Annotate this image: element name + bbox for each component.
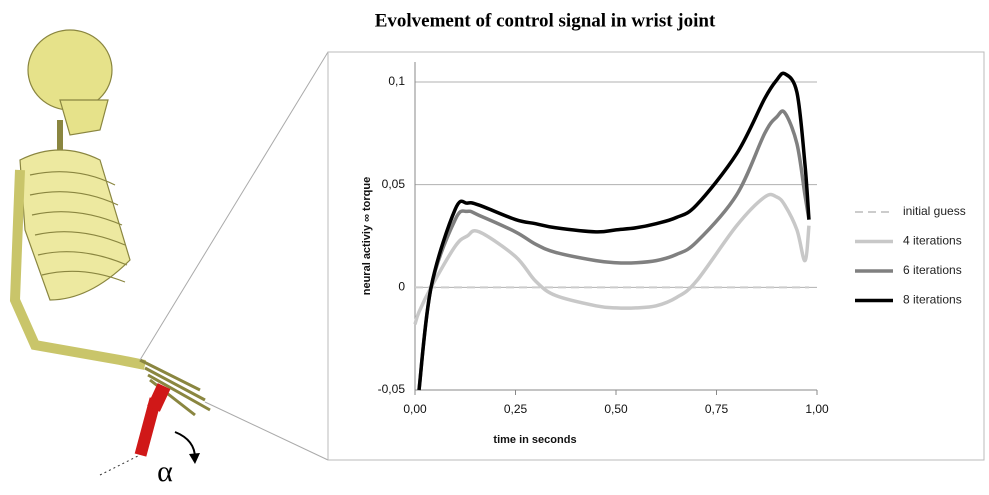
x-tick-label: 1,00 <box>805 402 829 416</box>
y-tick-label: 0 <box>398 280 405 294</box>
legend-label: 4 iterations <box>903 234 962 248</box>
series-line <box>417 109 811 391</box>
zoom-line <box>139 51 329 361</box>
series-line <box>417 71 811 391</box>
x-tick-label: 0,25 <box>504 402 528 416</box>
y-axis-label: neural activiy ∞ torque <box>361 177 373 296</box>
zoom-line <box>204 401 329 461</box>
rod-axis <box>99 454 141 476</box>
legend-label: 6 iterations <box>903 263 962 277</box>
legend-label: 8 iterations <box>903 293 962 307</box>
series-line <box>413 192 811 325</box>
rotation-arrowhead <box>189 453 200 464</box>
y-tick-label: 0,1 <box>388 74 405 88</box>
x-tick-label: 0,50 <box>604 402 628 416</box>
angle-label: α <box>157 455 173 488</box>
chart-frame <box>327 51 985 461</box>
x-tick-label: 0,00 <box>403 402 427 416</box>
x-tick-label: 0,75 <box>705 402 729 416</box>
y-tick-label: 0,05 <box>382 177 406 191</box>
y-tick-label: -0,05 <box>378 382 406 396</box>
skeleton-illustration <box>9 29 211 417</box>
wrist-rod <box>134 397 162 457</box>
wrist-rod-top <box>147 383 171 412</box>
chart-title: Evolvement of control signal in wrist jo… <box>375 10 716 31</box>
x-axis-label: time in seconds <box>493 434 576 446</box>
legend-label: initial guess <box>903 204 966 218</box>
